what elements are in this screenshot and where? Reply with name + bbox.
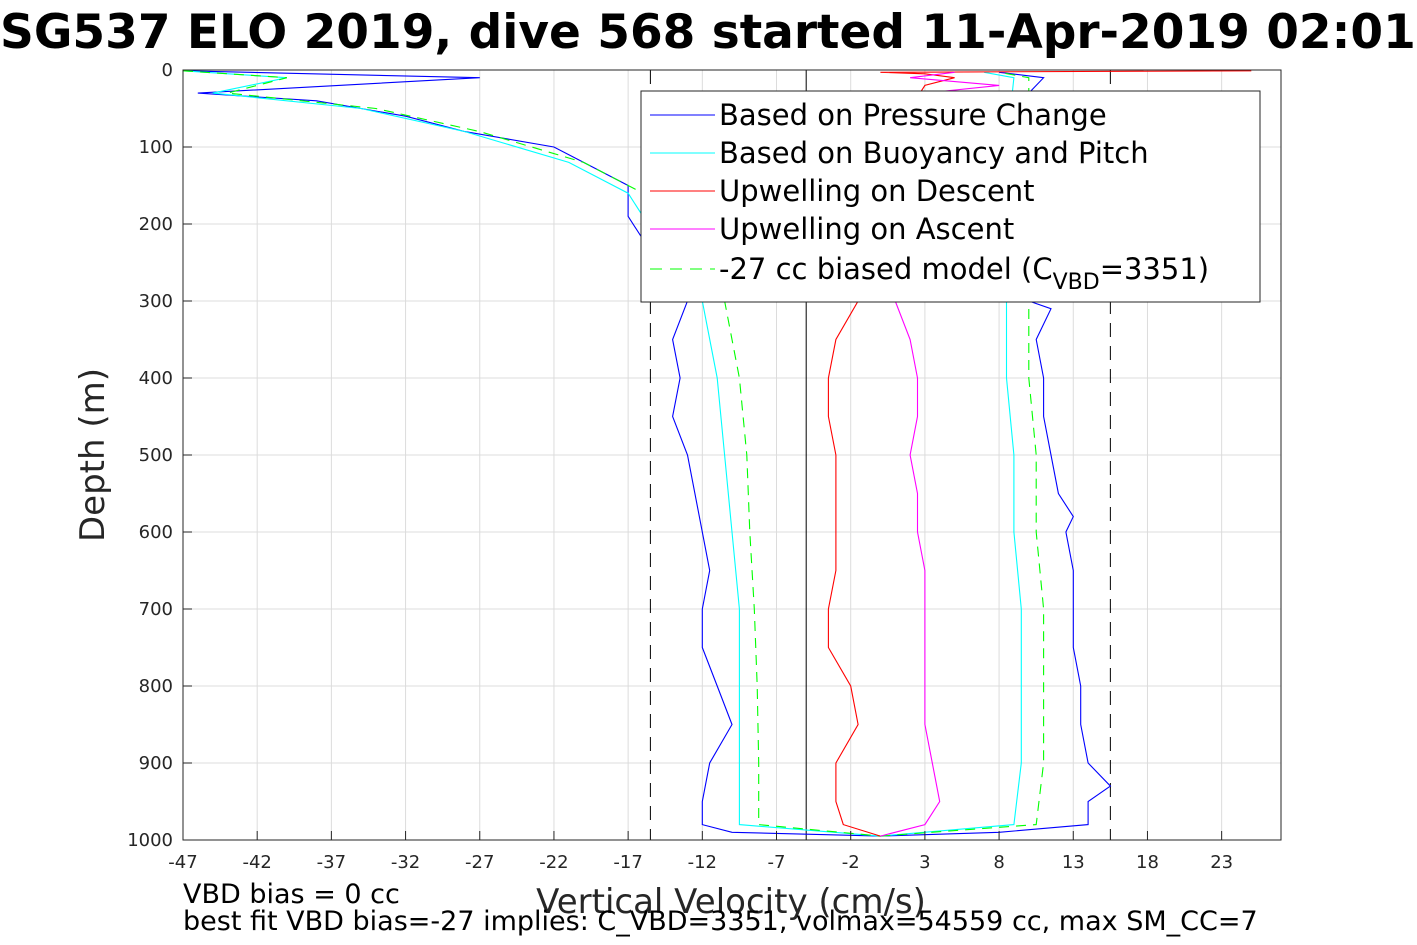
x-tick-label: 8 [993,852,1004,873]
footer-line-1: VBD bias = 0 cc [183,879,400,910]
y-tick-label: 400 [139,368,173,389]
legend-label-biased-sub: VBD [1053,270,1100,295]
y-tick-label: 0 [162,60,173,81]
legend-label-upwelling-descent: Upwelling on Descent [719,174,1035,208]
legend-box [640,90,1261,303]
legend-label-buoyancy: Based on Buoyancy and Pitch [719,136,1149,170]
y-tick-label: 200 [139,214,173,235]
y-tick-label: 900 [139,753,173,774]
y-tick-label: 1000 [127,830,173,851]
series-line-based-on-pressure-change-dive [182,70,881,837]
x-tick-label: -37 [317,852,346,873]
y-axis-ticks: 0 100 200 300 400 500 600 700 800 900 1000 [127,60,192,851]
x-axis-label: Vertical Velocity (cm/s) [536,882,926,922]
y-tick-label: 600 [139,522,173,543]
x-tick-label: -12 [688,852,717,873]
x-tick-label: -22 [539,852,568,873]
x-axis-ticks: -47 -42 -37 -32 -27 -22 -17 -12 -7 -2 3 8 13 18 23 [168,831,1233,873]
x-tick-label: 3 [919,852,930,873]
x-tick-label: 18 [1136,852,1159,873]
footer-line-2: best fit VBD bias=-27 implies: C_VBD=335… [183,906,1258,937]
y-tick-label: 700 [139,599,173,620]
x-tick-label: -17 [613,852,642,873]
y-tick-label: 500 [139,445,173,466]
y-tick-label: 300 [139,291,173,312]
legend: Based on Pressure Change Based on Buoyan… [640,90,1261,303]
x-tick-label: -27 [465,852,494,873]
series-line-upwelling-on-descent-profile [827,70,1252,837]
x-tick-label: 13 [1062,852,1085,873]
x-tick-label: -32 [391,852,420,873]
y-tick-label: 800 [139,676,173,697]
legend-label-biased-model: -27 cc biased model (CVBD=3351) [719,252,1209,295]
legend-label-pressure: Based on Pressure Change [719,98,1107,132]
legend-label-biased-tail: =3351) [1100,252,1209,286]
chart-title: SG537 ELO 2019, dive 568 started 11-Apr-… [0,5,1417,60]
x-tick-label: -2 [842,852,860,873]
legend-label-biased-main: -27 cc biased model (C [719,252,1053,286]
legend-label-upwelling-ascent: Upwelling on Ascent [719,212,1014,246]
y-axis-label: Depth (m) [73,368,113,542]
x-tick-label: -7 [768,852,786,873]
x-tick-label: 23 [1210,852,1233,873]
x-tick-label: -47 [168,852,197,873]
y-tick-label: 100 [139,137,173,158]
x-tick-label: -42 [242,852,271,873]
